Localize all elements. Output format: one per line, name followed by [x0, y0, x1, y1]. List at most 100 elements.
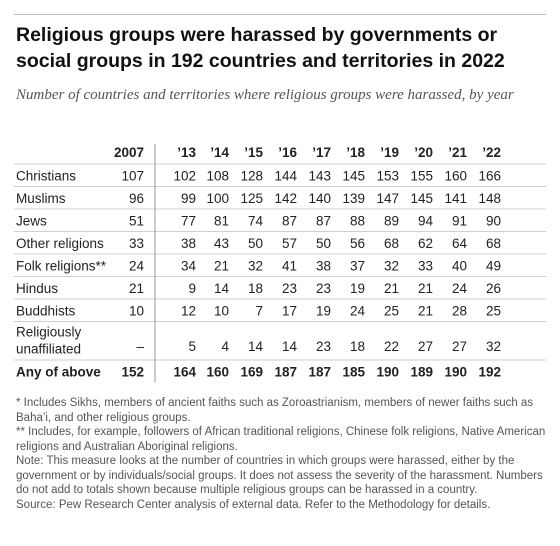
table-cell: 7	[255, 303, 263, 318]
row-label: Other religions	[16, 236, 104, 251]
table-cell: 190	[444, 364, 467, 379]
table-cell: 140	[308, 191, 331, 206]
table-cell: 21	[214, 258, 229, 273]
row-label-line: Folk religions**	[16, 258, 107, 273]
table-cell: 56	[350, 236, 365, 251]
row-label: Muslims	[16, 191, 66, 206]
table-cell: 91	[452, 213, 467, 228]
row-label: Christians	[16, 168, 76, 183]
table-cell: 33	[129, 236, 144, 251]
row-label: Religiously unaffiliated	[16, 325, 82, 357]
table-cell: 21	[418, 281, 433, 296]
chart-subtitle: Number of countries and territories wher…	[16, 87, 514, 103]
column-header: 2007	[114, 145, 144, 160]
table-cell: 142	[274, 191, 297, 206]
table-cell: 190	[376, 364, 399, 379]
table-cell: 40	[452, 258, 467, 273]
table-cell: 68	[384, 236, 399, 251]
table-cell: 38	[316, 258, 331, 273]
table-cell: 43	[214, 236, 229, 251]
table-cell: 19	[316, 303, 331, 318]
table-cell: 21	[384, 281, 399, 296]
table-cell: 96	[129, 191, 144, 206]
chart-title: Religious groups were harassed by govern…	[16, 24, 505, 72]
table-cell: 108	[206, 168, 229, 183]
table-cell: 24	[452, 281, 468, 296]
table-cell: 141	[444, 191, 467, 206]
table-cell: 160	[206, 364, 229, 379]
table-cell: 38	[181, 236, 196, 251]
table-cell: 144	[274, 168, 297, 183]
table-cell: 89	[384, 213, 399, 228]
notes-section: * Includes Sikhs, members of ancient fai…	[16, 396, 546, 512]
table-cell: 9	[188, 281, 196, 296]
table-cell: 23	[316, 281, 331, 296]
table-cell: 41	[282, 258, 297, 273]
column-header: ’15	[244, 145, 263, 160]
table-cell: 107	[121, 168, 144, 183]
table-cell: 32	[486, 339, 501, 354]
table-cell: 14	[282, 339, 298, 354]
row-label-line: Other religions	[16, 236, 104, 251]
row-label-line: Jews	[16, 213, 47, 228]
column-header: ’17	[312, 145, 331, 160]
table-cell: 50	[316, 236, 331, 251]
table-cell: 24	[129, 258, 145, 273]
table-cell: 23	[316, 339, 331, 354]
footnote-other-religions: * Includes Sikhs, members of ancient fai…	[16, 397, 534, 424]
table-cell: –	[136, 339, 144, 354]
column-header: ’18	[346, 145, 365, 160]
table-cell: 147	[376, 191, 399, 206]
table-cell: 25	[384, 303, 399, 318]
table-cell: 77	[181, 213, 196, 228]
table-cell: 19	[350, 281, 365, 296]
source-note: Source: Pew Research Center analysis of …	[16, 498, 491, 511]
table-cell: 50	[248, 236, 263, 251]
table-cell: 128	[240, 168, 263, 183]
table-cell: 153	[376, 168, 399, 183]
table-cell: 166	[478, 168, 501, 183]
table-cell: 37	[350, 258, 365, 273]
table-cell: 26	[486, 281, 501, 296]
column-header: ’13	[177, 145, 196, 160]
table-cell: 21	[418, 303, 433, 318]
table-cell: 51	[129, 213, 144, 228]
table-cell: 32	[384, 258, 399, 273]
row-label-line: unaffiliated	[16, 342, 81, 357]
column-header: ’16	[278, 145, 297, 160]
column-header: ’14	[210, 145, 229, 160]
table-cell: 88	[350, 213, 365, 228]
table-cell: 17	[282, 303, 297, 318]
row-label-line: Hindus	[16, 281, 58, 296]
column-header: ’21	[448, 145, 467, 160]
row-label-line: Muslims	[16, 191, 66, 206]
table-cell: 94	[418, 213, 434, 228]
row-label: Buddhists	[16, 303, 76, 318]
row-label-line: Christians	[16, 168, 76, 183]
table-cell: 14	[214, 281, 230, 296]
table-cell: 23	[282, 281, 297, 296]
table-cell: 12	[181, 303, 196, 318]
row-label-line: Buddhists	[16, 303, 76, 318]
table-cell: 27	[418, 339, 433, 354]
table-cell: 18	[248, 281, 263, 296]
table-cell: 18	[350, 339, 365, 354]
table-cell: 27	[452, 339, 467, 354]
table-cell: 22	[384, 339, 399, 354]
table-cell: 148	[478, 191, 501, 206]
table-cell: 87	[282, 213, 297, 228]
row-label-line: Any of above	[16, 364, 101, 379]
table-cell: 145	[342, 168, 365, 183]
table-cell: 25	[486, 303, 501, 318]
table-cell: 34	[181, 258, 197, 273]
table-cell: 164	[173, 364, 196, 379]
table-cell: 143	[308, 168, 331, 183]
table-cell: 102	[173, 168, 196, 183]
table-cell: 74	[248, 213, 264, 228]
row-label: Jews	[16, 213, 47, 228]
table-cell: 14	[248, 339, 264, 354]
table-cell: 32	[248, 258, 263, 273]
data-table-svg: 2007 ’13 ’14 ’15 ’16 ’17 ’18 ’19 ’20 ’21 ’22 Christ…	[14, 144, 546, 383]
table-cell: 33	[418, 258, 433, 273]
table-cell: 21	[129, 281, 144, 296]
